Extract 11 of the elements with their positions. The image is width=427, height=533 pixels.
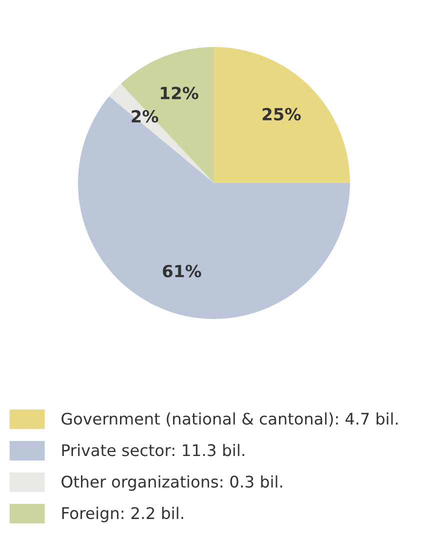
legend-label: Government (national & cantonal): 4.7 bil. (62, 412, 398, 427)
legend-label: Private sector: 11.3 bil. (62, 444, 244, 456)
pie-slice (120, 47, 214, 183)
data-label: 61% (162, 264, 202, 278)
data-label: 12% (160, 86, 198, 100)
data-label: 25% (262, 108, 301, 121)
pie-slice (214, 47, 350, 183)
data-label: 2% (132, 110, 158, 123)
legend-label: Other organizations: 0.3 bil. (62, 475, 282, 491)
legend-label: Foreign: 2.2 bil. (62, 506, 184, 522)
pie-slice (109, 84, 214, 183)
